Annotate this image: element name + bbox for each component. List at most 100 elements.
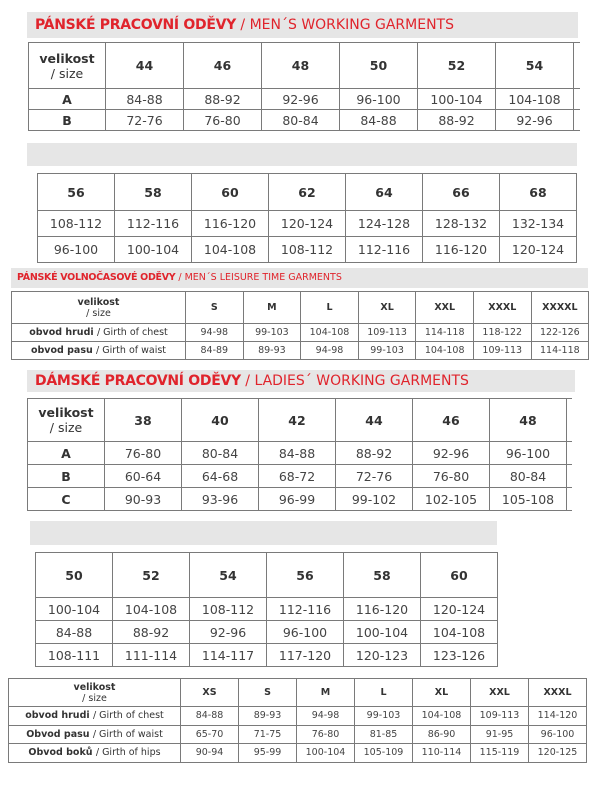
value-cell: 76-80: [296, 724, 355, 744]
size-header: 56: [37, 173, 115, 211]
size-header: M: [242, 291, 302, 324]
value-cell: 111-114: [112, 643, 190, 667]
table-row: B 72-76 76-80 80-84 84-88 88-92 92-96: [28, 109, 580, 131]
value-cell: 76-80: [183, 109, 262, 131]
value-cell: 100-104: [343, 620, 421, 644]
value-cell: 112-116: [266, 597, 344, 621]
value-cell: 104-108: [191, 236, 269, 263]
size-label-cell: velikost / size: [28, 42, 106, 89]
row-label: obvod pasu / Girth of waist: [11, 341, 186, 360]
value-cell: 80-84: [181, 441, 259, 465]
value-cell: 109-113: [357, 323, 417, 342]
size-label: velikost: [77, 296, 120, 308]
size-header: 50: [339, 42, 418, 89]
row-label-en: / Girth of waist: [96, 345, 167, 356]
value-cell: 122-126: [530, 323, 590, 342]
value-cell: 68-72: [258, 464, 336, 488]
value-cell: 80-84: [489, 464, 567, 488]
row-label-en: / Girth of waist: [92, 728, 163, 740]
size-header: XL: [412, 678, 471, 707]
header-row: velikost / size 38 40 42 44 46 48: [27, 398, 572, 442]
size-header: XXXL: [528, 678, 587, 707]
size-header: XS: [180, 678, 239, 707]
value-cell: 84-88: [339, 109, 418, 131]
value-cell: 100-104: [114, 236, 192, 263]
value-cell: 115-119: [470, 743, 529, 763]
value-cell: 104-108: [415, 341, 474, 360]
size-label: velikost: [73, 681, 116, 693]
value-cell: 92-96: [495, 109, 574, 131]
size-header: S: [238, 678, 297, 707]
value-cell: 110-114: [412, 743, 471, 763]
value-cell: 80-84: [261, 109, 340, 131]
value-cell: 84-89: [185, 341, 244, 360]
value-cell: 128-132: [422, 210, 500, 237]
value-cell: 92-96: [412, 441, 490, 465]
value-cell: 104-108: [112, 597, 190, 621]
size-header: 64: [345, 173, 423, 211]
size-header: 66: [422, 173, 500, 211]
row-label: obvod hrudi / Girth of chest: [11, 323, 186, 342]
ladies-leisure-table: velikost / size XS S M L XL XXL XXXL obvod hrudi …: [8, 678, 587, 763]
cutoff-cell: [566, 487, 572, 511]
table-row: 108-112 112-116 116-120 120-124 124-128 128-1…: [37, 210, 577, 237]
cutoff-cell: [566, 464, 572, 488]
value-cell: 88-92: [112, 620, 190, 644]
value-cell: 114-120: [528, 706, 587, 726]
value-cell: 88-92: [183, 88, 262, 110]
value-cell: 105-108: [489, 487, 567, 511]
table-row: A 84-88 88-92 92-96 96-100 100-104 104-108: [28, 88, 580, 110]
value-cell: 90-93: [104, 487, 182, 511]
value-cell: 76-80: [412, 464, 490, 488]
value-cell: 123-126: [420, 643, 498, 667]
row-label: C: [27, 487, 105, 511]
size-header: 38: [104, 398, 182, 442]
value-cell: 95-99: [238, 743, 297, 763]
value-cell: 93-96: [181, 487, 259, 511]
row-label: A: [28, 88, 106, 110]
value-cell: 88-92: [417, 109, 496, 131]
value-cell: 96-100: [339, 88, 418, 110]
header-row: velikost / size 44 46 48 50 52 54: [28, 42, 580, 89]
value-cell: 100-104: [35, 597, 113, 621]
value-cell: 99-103: [357, 341, 417, 360]
value-cell: 120-124: [420, 597, 498, 621]
value-cell: 72-76: [335, 464, 413, 488]
value-cell: 99-103: [242, 323, 302, 342]
section-spacer-bar: [27, 143, 577, 166]
value-cell: 96-100: [489, 441, 567, 465]
table-row: B 60-64 64-68 68-72 72-76 76-80 80-84: [27, 464, 572, 488]
ladies-working-table-2: 50 52 54 56 58 60 100-104 104-108 108-112 112-116…: [35, 552, 498, 667]
size-header: XXXL: [472, 291, 532, 324]
value-cell: 108-112: [268, 236, 346, 263]
value-cell: 99-103: [354, 706, 413, 726]
value-cell: 88-92: [335, 441, 413, 465]
size-label: velikost: [38, 405, 94, 420]
size-header: 60: [420, 552, 498, 598]
size-header: 60: [191, 173, 269, 211]
value-cell: 91-95: [470, 724, 529, 744]
value-cell: 120-124: [499, 236, 577, 263]
size-header: 68: [499, 173, 577, 211]
header-row: 56 58 60 62 64 66 68: [37, 173, 577, 211]
table-row: Obvod boků / Girth of hips 90-94 95-99 100-…: [8, 743, 587, 763]
size-header: XXXXL: [530, 291, 590, 324]
value-cell: 84-88: [180, 706, 239, 726]
mens-working-table-1: velikost / size 44 46 48 50 52 54 A 84-88 88-92 92-…: [28, 42, 580, 131]
value-cell: 108-111: [35, 643, 113, 667]
value-cell: 116-120: [422, 236, 500, 263]
value-cell: 96-100: [37, 236, 115, 263]
value-cell: 132-134: [499, 210, 577, 237]
table-row: 96-100 100-104 104-108 108-112 112-116 116-12…: [37, 236, 577, 263]
value-cell: 108-112: [37, 210, 115, 237]
table-row: 84-88 88-92 92-96 96-100 100-104 104-108: [35, 620, 498, 644]
size-label-en: / size: [82, 692, 107, 704]
row-label: B: [28, 109, 106, 131]
value-cell: 94-98: [185, 323, 244, 342]
value-cell: 71-75: [238, 724, 297, 744]
value-cell: 92-96: [189, 620, 267, 644]
value-cell: 89-93: [242, 341, 302, 360]
value-cell: 64-68: [181, 464, 259, 488]
size-header: 50: [35, 552, 113, 598]
size-label-en: / size: [50, 65, 84, 81]
